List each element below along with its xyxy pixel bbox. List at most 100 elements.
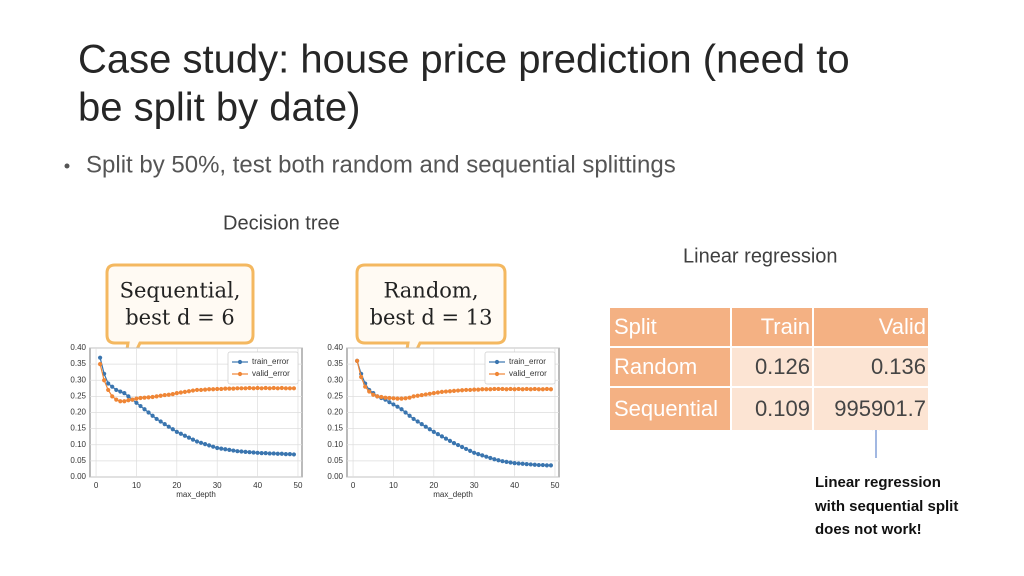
data-point xyxy=(150,394,155,400)
data-point xyxy=(447,389,453,394)
data-point xyxy=(219,446,224,451)
note: Linear regression xyxy=(815,474,941,491)
callout-text: best d = 6 xyxy=(125,306,235,330)
data-point xyxy=(540,462,545,468)
data-point xyxy=(271,385,276,391)
data-point xyxy=(130,397,135,402)
data-point xyxy=(540,387,545,392)
y-tick-label: 0.05 xyxy=(70,456,86,465)
data-point xyxy=(166,392,171,397)
data-point xyxy=(134,396,139,401)
legend-swatch xyxy=(237,359,243,365)
data-point xyxy=(504,459,509,464)
data-point xyxy=(207,387,212,392)
data-point xyxy=(162,392,167,398)
data-point xyxy=(251,450,256,455)
y-tick-label: 0.00 xyxy=(70,472,86,481)
data-point xyxy=(106,387,111,393)
table-cell-text: Sequential xyxy=(614,396,718,421)
data-point xyxy=(476,387,481,392)
data-point xyxy=(403,410,408,415)
data-point xyxy=(259,386,264,391)
data-point xyxy=(411,416,416,422)
data-point xyxy=(207,443,212,448)
y-tick-label: 0.25 xyxy=(327,391,343,400)
data-point xyxy=(387,395,392,401)
data-point xyxy=(524,386,529,392)
data-point xyxy=(496,386,501,392)
data-point xyxy=(267,386,272,391)
data-point xyxy=(395,396,400,401)
data-point xyxy=(532,386,537,392)
data-point xyxy=(391,396,396,401)
data-point xyxy=(399,407,404,412)
data-point xyxy=(415,393,420,398)
x-tick-label: 30 xyxy=(470,481,479,490)
data-point xyxy=(170,427,175,432)
data-point xyxy=(536,462,541,468)
legend-swatch xyxy=(494,359,500,365)
data-point xyxy=(391,402,396,407)
data-point xyxy=(255,385,260,391)
data-point xyxy=(455,442,461,448)
data-point xyxy=(520,387,525,392)
data-point xyxy=(186,435,192,440)
data-point xyxy=(271,451,276,456)
data-point xyxy=(403,396,408,401)
data-point xyxy=(114,397,119,402)
data-point xyxy=(142,395,147,400)
callout-text: best d = 13 xyxy=(370,306,493,330)
data-point xyxy=(202,442,208,447)
data-point xyxy=(158,419,163,424)
y-tick-label: 0.30 xyxy=(70,375,86,384)
data-point xyxy=(291,452,297,457)
x-tick-label: 0 xyxy=(351,481,356,490)
data-point xyxy=(202,387,208,392)
data-point xyxy=(472,450,477,455)
table-cell-text: 995901.7 xyxy=(834,396,926,421)
data-point xyxy=(363,384,368,389)
data-point xyxy=(459,444,465,450)
legend-label: train_error xyxy=(252,357,289,366)
table-cell-text: Random xyxy=(614,354,697,379)
data-point xyxy=(190,388,196,393)
data-point xyxy=(110,394,115,399)
data-point xyxy=(367,389,372,394)
table-cell xyxy=(732,348,812,386)
table-cell-text: 0.109 xyxy=(755,396,810,421)
data-point xyxy=(190,437,196,442)
data-point xyxy=(194,439,200,444)
data-point xyxy=(251,386,256,391)
x-axis-label: max_depth xyxy=(433,490,473,499)
data-point xyxy=(170,392,175,397)
callout-text: Sequential, xyxy=(120,279,241,303)
data-point xyxy=(283,386,288,391)
y-tick-label: 0.10 xyxy=(70,440,86,449)
data-point xyxy=(480,453,485,458)
data-point xyxy=(451,441,457,446)
data-point xyxy=(544,463,549,468)
data-point xyxy=(194,387,200,393)
data-point xyxy=(488,387,493,392)
data-point xyxy=(142,407,147,412)
y-tick-label: 0.40 xyxy=(70,343,86,352)
bullet-text: Split by 50%, test both random and seque… xyxy=(86,151,676,178)
note: with sequential split xyxy=(814,498,958,515)
table-cell xyxy=(732,388,812,430)
data-point xyxy=(464,387,469,393)
data-point xyxy=(110,384,115,389)
data-point xyxy=(122,399,127,404)
data-point xyxy=(443,389,449,394)
data-point xyxy=(227,447,232,453)
data-point xyxy=(102,378,107,383)
data-point xyxy=(118,399,123,404)
data-point xyxy=(279,451,284,456)
data-point xyxy=(468,387,473,393)
callout-text: Random, xyxy=(383,279,478,303)
table-cell-text: Valid xyxy=(879,314,926,339)
data-point xyxy=(548,463,554,468)
data-point xyxy=(415,419,420,424)
data-point xyxy=(544,386,549,392)
data-point xyxy=(387,400,392,405)
